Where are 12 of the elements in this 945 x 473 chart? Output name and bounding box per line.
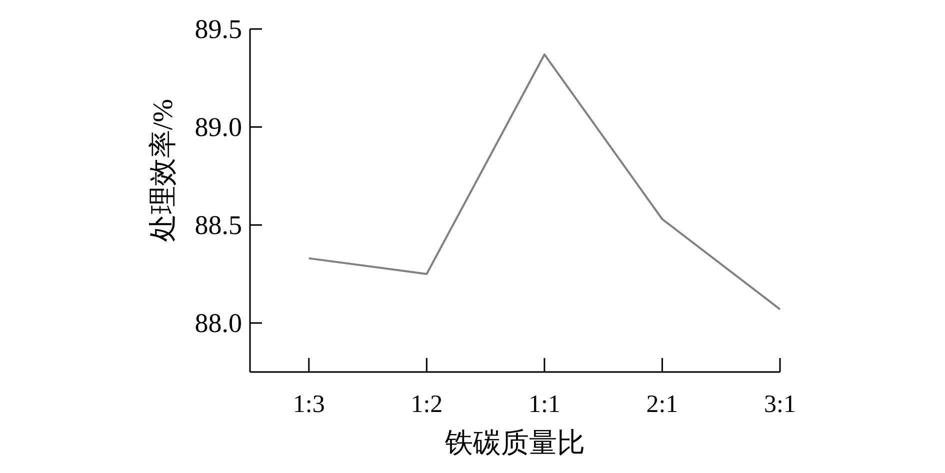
x-tick-label: 1:1 [528, 391, 560, 418]
y-tick-label: 89.0 [194, 112, 242, 142]
y-axis-title: 处理效率/% [148, 98, 179, 242]
line-series [308, 53, 781, 310]
x-tick-label: 1:3 [292, 391, 325, 418]
x-tick-label: 3:1 [764, 391, 796, 418]
x-tick-label: 2:1 [646, 391, 678, 418]
x-tick-label: 1:2 [410, 391, 443, 418]
y-tick-label: 88.0 [194, 308, 242, 338]
y-tick-label: 89.5 [194, 14, 242, 44]
y-tick-label: 88.5 [194, 210, 242, 240]
x-axis-title: 铁碳质量比 [444, 428, 585, 459]
